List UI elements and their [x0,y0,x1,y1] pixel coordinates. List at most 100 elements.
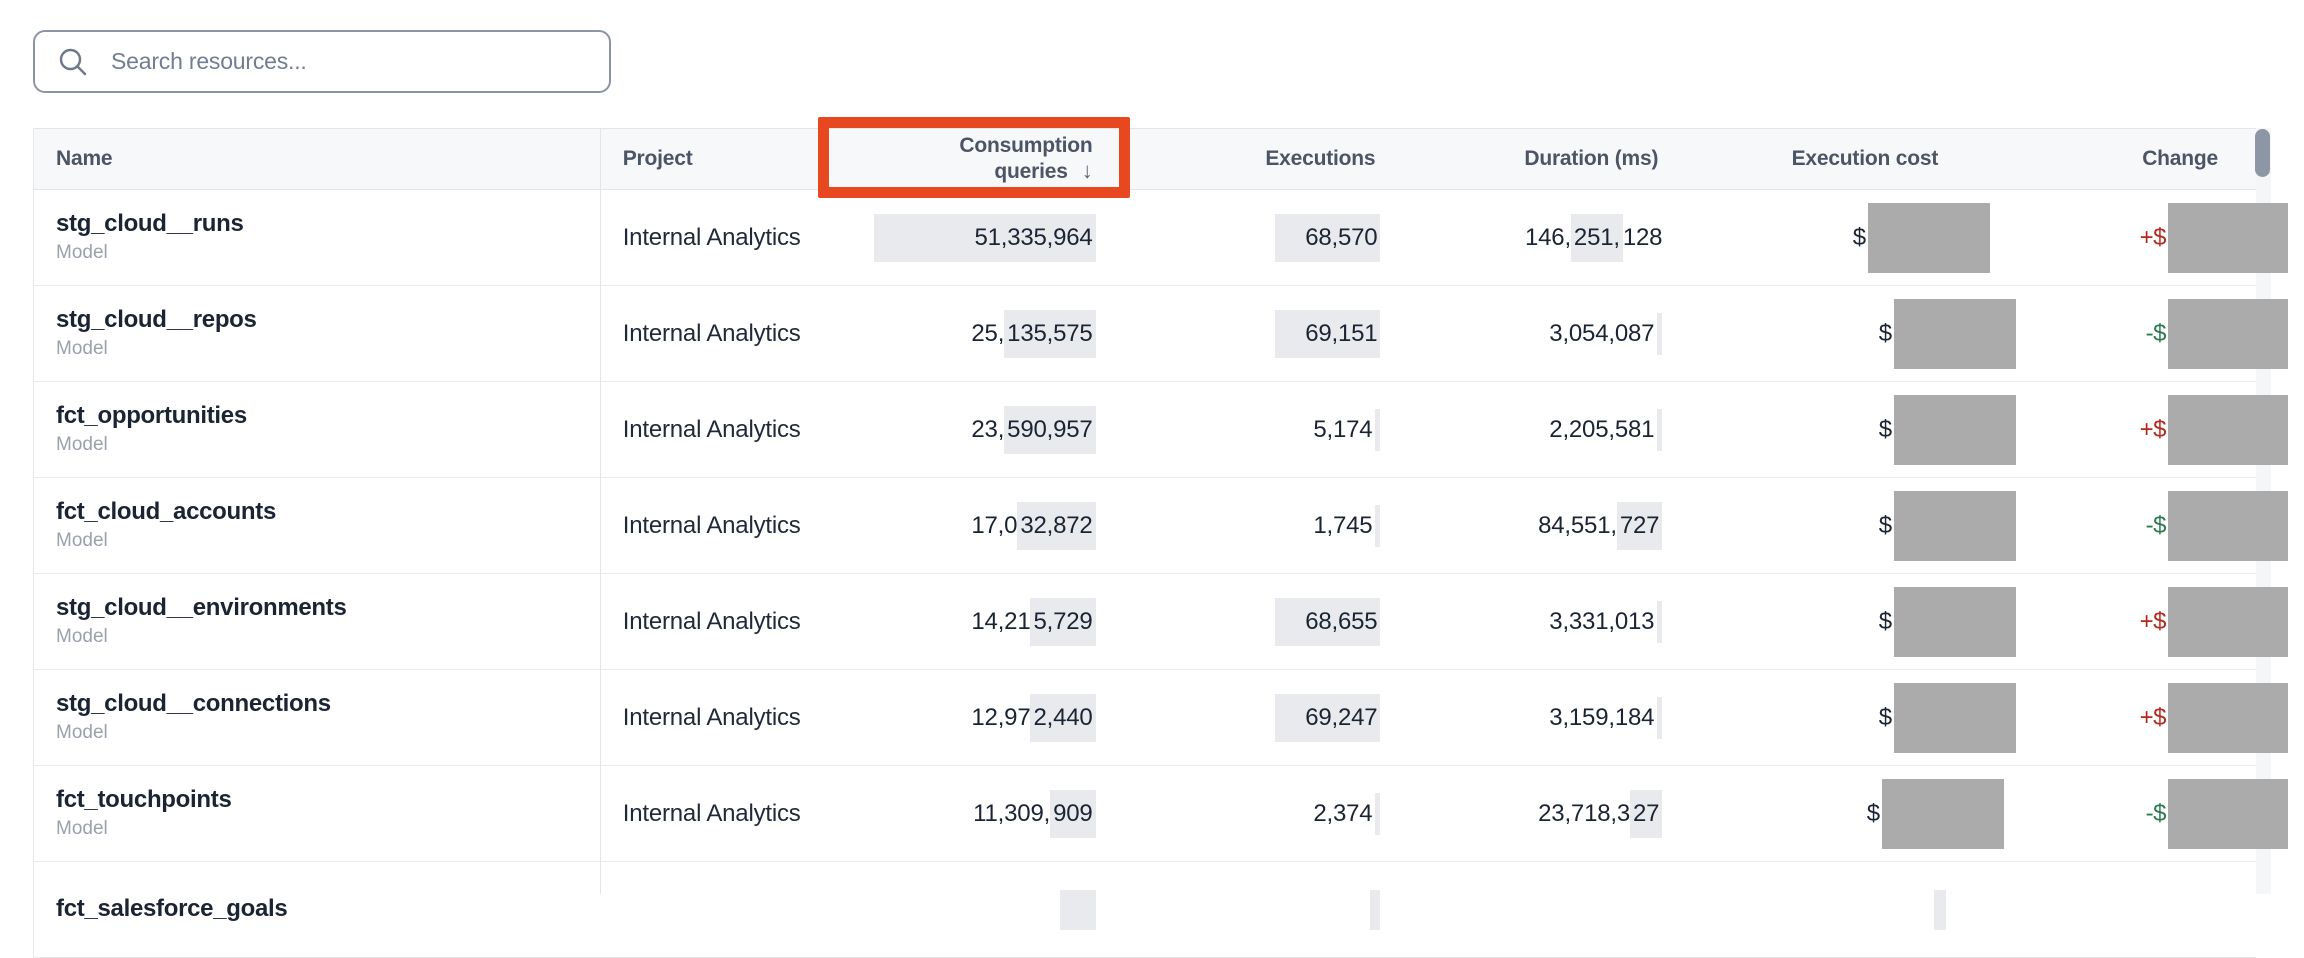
resource-name: stg_cloud__environments [56,594,347,622]
value-highlight: 251, [1570,213,1623,262]
executions-cell: 5,174 [1108,382,1393,477]
redacted-value [1894,586,2017,657]
value-highlight: 590,957 [1004,405,1096,454]
consumption-queries-cell: 12,97 2,440 [891,670,1108,765]
change-cell: -$ [2002,286,2288,381]
execution-cost-cell: $ [1674,478,2017,573]
search-icon [59,48,87,75]
name-cell[interactable]: stg_cloud__repos Model [34,286,601,381]
value-highlight [1657,408,1663,451]
execution-cost-cell: $ [1674,670,2017,765]
value-text: 3,331,013 [1549,607,1655,635]
resource-type-label: Model [56,433,108,455]
col-header-change[interactable]: Change [2142,147,2219,170]
resource-name: stg_cloud__repos [56,306,257,334]
column-divider [600,128,601,894]
value-highlight: 909 [1050,789,1096,838]
table-row[interactable]: fct_cloud_accounts Model Internal Analytic… [34,478,2288,574]
execution-cost-cell: $ [1674,286,2017,381]
duration-cell: 3,331,013 [1392,574,1674,669]
value-highlight: 69,151 [1275,309,1381,358]
scrollbar-thumb[interactable] [2255,129,2270,177]
col-header-execution-cost[interactable]: Execution cost [1791,147,1939,170]
redacted-value [2168,298,2288,369]
redacted-value [2168,394,2288,465]
value-text: 3,159,184 [1549,703,1655,731]
table-row[interactable]: stg_cloud__runs Model Internal Analytics 51… [34,190,2288,286]
redacted-value [1894,298,2017,369]
redacted-value [2168,586,2288,657]
redacted-value [2168,490,2288,561]
name-cell[interactable]: stg_cloud__connections Model [34,670,601,765]
table-row[interactable]: fct_salesforce_goals [34,862,2256,958]
table-row[interactable]: stg_cloud__repos Model Internal Analytics 2… [34,286,2288,382]
search-bar[interactable] [33,30,611,93]
redacted-value [2168,778,2288,849]
col-header-consumption-queries[interactable]: Consumption queries ↓ [891,134,1108,184]
value-text: 23,718,3 [1538,799,1630,827]
name-cell[interactable]: fct_salesforce_goals [34,862,601,957]
currency-symbol: $ [1852,223,1867,251]
redacted-value [1894,682,2017,753]
change-positive-sign: +$ [2139,223,2167,251]
resource-name: fct_touchpoints [56,786,232,814]
currency-symbol: $ [1878,319,1893,347]
name-cell[interactable]: fct_touchpoints Model [34,766,601,861]
value-highlight: 68,655 [1275,597,1381,646]
value-text: 5,174 [1313,415,1373,443]
duration-cell: 2,205,581 [1392,382,1674,477]
resource-type-label: Model [56,337,108,359]
redacted-value [2168,202,2288,273]
duration-cell: 146, 251, 128 [1392,190,1674,285]
col-header-executions[interactable]: Executions [1265,147,1376,170]
table-row[interactable]: fct_touchpoints Model Internal Analytics 11… [34,766,2288,862]
table-row[interactable]: stg_cloud__environments Model Internal Ana… [34,574,2288,670]
value-highlight [1059,889,1096,930]
table-header: Name Project Consumption queries ↓ Execut… [34,128,2256,190]
change-negative-sign: -$ [2145,799,2167,827]
col-header-name[interactable]: Name [56,147,113,170]
name-cell[interactable]: fct_cloud_accounts Model [34,478,601,573]
project-cell: Internal Analytics [622,703,801,731]
change-cell: -$ [2002,478,2288,573]
value-highlight [1657,600,1663,643]
resource-name: fct_salesforce_goals [56,895,288,923]
col-header-duration[interactable]: Duration (ms) [1524,147,1659,170]
redacted-value [1868,202,1991,273]
consumption-queries-cell: 11,309, 909 [891,766,1108,861]
duration-cell: 84,551, 727 [1392,478,1674,573]
resource-type-label: Model [56,817,108,839]
value-text: 2,205,581 [1549,415,1655,443]
redacted-value [2168,682,2288,753]
value-text: 11,309, [973,799,1051,827]
consumption-queries-cell: 23, 590,957 [891,382,1108,477]
change-cell [2002,862,2256,957]
col-header-project[interactable]: Project [622,147,693,170]
executions-cell: 69,151 [1108,286,1393,381]
execution-cost-cell: $ [1674,382,2017,477]
value-text: 12,97 [971,703,1031,731]
change-positive-sign: +$ [2139,607,2167,635]
value-text: 84,551, [1538,511,1617,539]
resource-name: stg_cloud__connections [56,690,331,718]
execution-cost-cell: $ [1674,190,2002,285]
table-row[interactable]: fct_opportunities Model Internal Analytics… [34,382,2288,478]
change-cell: +$ [2002,670,2288,765]
value-highlight [1370,889,1381,930]
value-highlight: 68,570 [1275,213,1381,262]
search-input[interactable] [109,47,593,76]
consumption-queries-cell: 51,335,964 [874,190,1108,285]
change-cell: -$ [2002,766,2288,861]
table-row[interactable]: stg_cloud__connections Model Internal Anal… [34,670,2288,766]
execution-cost-cell: $ [1674,574,2017,669]
col-header-consumption-label: Consumption queries [959,134,1093,183]
value-text: 25, [971,319,1005,347]
change-negative-sign: -$ [2145,319,2167,347]
project-cell: Internal Analytics [622,511,801,539]
value-highlight [1657,696,1663,739]
change-negative-sign: -$ [2145,511,2167,539]
resource-type-label: Model [56,529,108,551]
name-cell[interactable]: stg_cloud__runs Model [34,190,601,285]
name-cell[interactable]: stg_cloud__environments Model [34,574,601,669]
name-cell[interactable]: fct_opportunities Model [34,382,601,477]
